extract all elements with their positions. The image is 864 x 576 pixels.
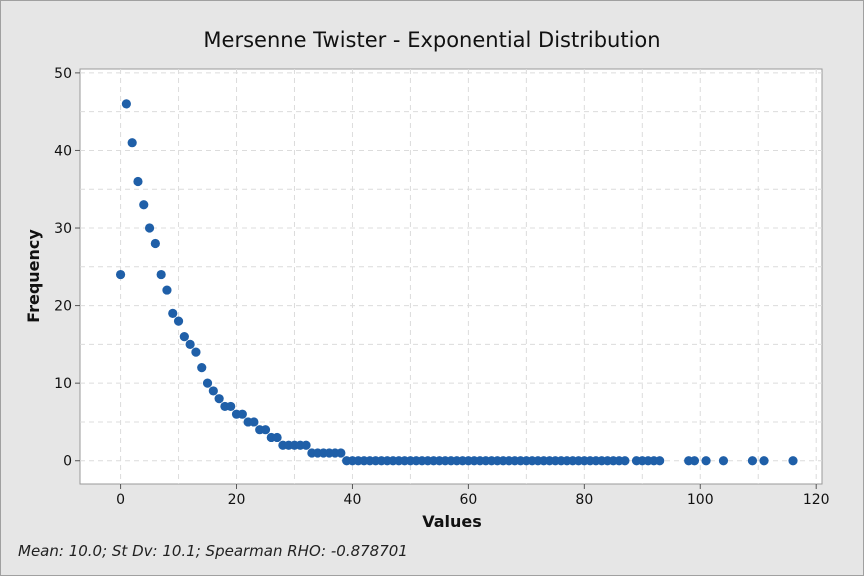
data-point [655,456,665,466]
data-point [173,316,184,326]
data-point [249,417,259,427]
y-tick-label: 0 [63,454,72,470]
data-point [121,99,131,109]
y-tick-label: 40 [54,143,72,159]
data-point [202,378,213,388]
data-point [191,347,201,357]
data-point [237,409,247,419]
y-tick-label: 20 [54,299,72,315]
data-point [150,238,160,249]
data-point [301,440,311,450]
data-point [336,448,346,458]
data-point [260,425,271,435]
data-point [208,386,218,396]
data-point [689,456,700,466]
data-point [701,456,711,466]
y-tick-label: 10 [54,376,72,392]
x-tick-label: 100 [687,492,714,508]
data-point [133,176,143,187]
data-point [156,269,166,280]
x-tick-label: 20 [228,492,246,508]
data-point [115,269,126,280]
data-point [226,401,236,412]
y-tick-label: 30 [54,221,72,237]
data-point [759,456,769,466]
data-point [179,332,189,342]
data-point [168,308,178,318]
x-axis-label: Values [422,512,482,531]
data-point [747,456,758,466]
data-point [139,200,149,210]
y-tick-label: 50 [54,66,72,82]
data-points [115,99,798,466]
data-point [788,456,798,466]
x-tick-label: 0 [116,492,125,508]
axes: 0 20 40 60 80 100 120 0 10 20 30 40 50 [54,66,829,508]
data-point [272,432,282,443]
x-tick-label: 120 [803,492,830,508]
plot-area [79,68,823,485]
x-tick-label: 60 [459,492,477,508]
data-point [144,223,155,233]
chart-title: Mersenne Twister - Exponential Distribut… [203,28,660,52]
stats-footnote: Mean: 10.0; St Dv: 10.1; Spearman RHO: -… [18,542,408,560]
data-point [718,456,729,466]
grid [80,69,822,484]
data-point [620,456,630,466]
x-tick-label: 80 [575,492,593,508]
y-axis-label: Frequency [24,229,43,323]
data-point [214,394,224,404]
data-point [127,138,137,148]
data-point [162,285,172,295]
data-point [197,363,207,373]
x-tick-label: 40 [344,492,362,508]
data-point [185,339,195,349]
